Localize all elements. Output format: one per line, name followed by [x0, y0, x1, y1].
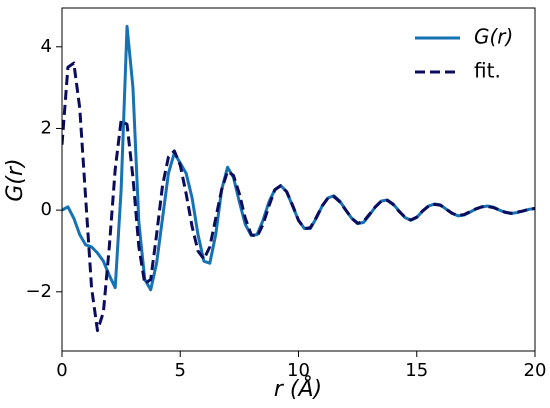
x-axis-label: r (Å) — [274, 375, 322, 402]
legend-label: G(r) — [474, 25, 513, 49]
legend-label: fit. — [474, 59, 501, 83]
x-tick-label: 0 — [56, 360, 67, 381]
x-tick-label: 20 — [524, 360, 547, 381]
plot-frame — [61, 7, 536, 352]
y-tick-label: 0 — [41, 199, 52, 220]
y-tick-label: 4 — [41, 36, 52, 57]
series-line — [62, 61, 535, 333]
x-tick-label: 10 — [287, 360, 310, 381]
x-tick-label: 5 — [175, 360, 186, 381]
series-line — [62, 24, 535, 292]
x-tick-label: 15 — [405, 360, 428, 381]
y-axis-label: G(r) — [3, 158, 28, 201]
y-tick-label: 2 — [41, 117, 52, 138]
y-tick-label: −2 — [25, 281, 52, 302]
